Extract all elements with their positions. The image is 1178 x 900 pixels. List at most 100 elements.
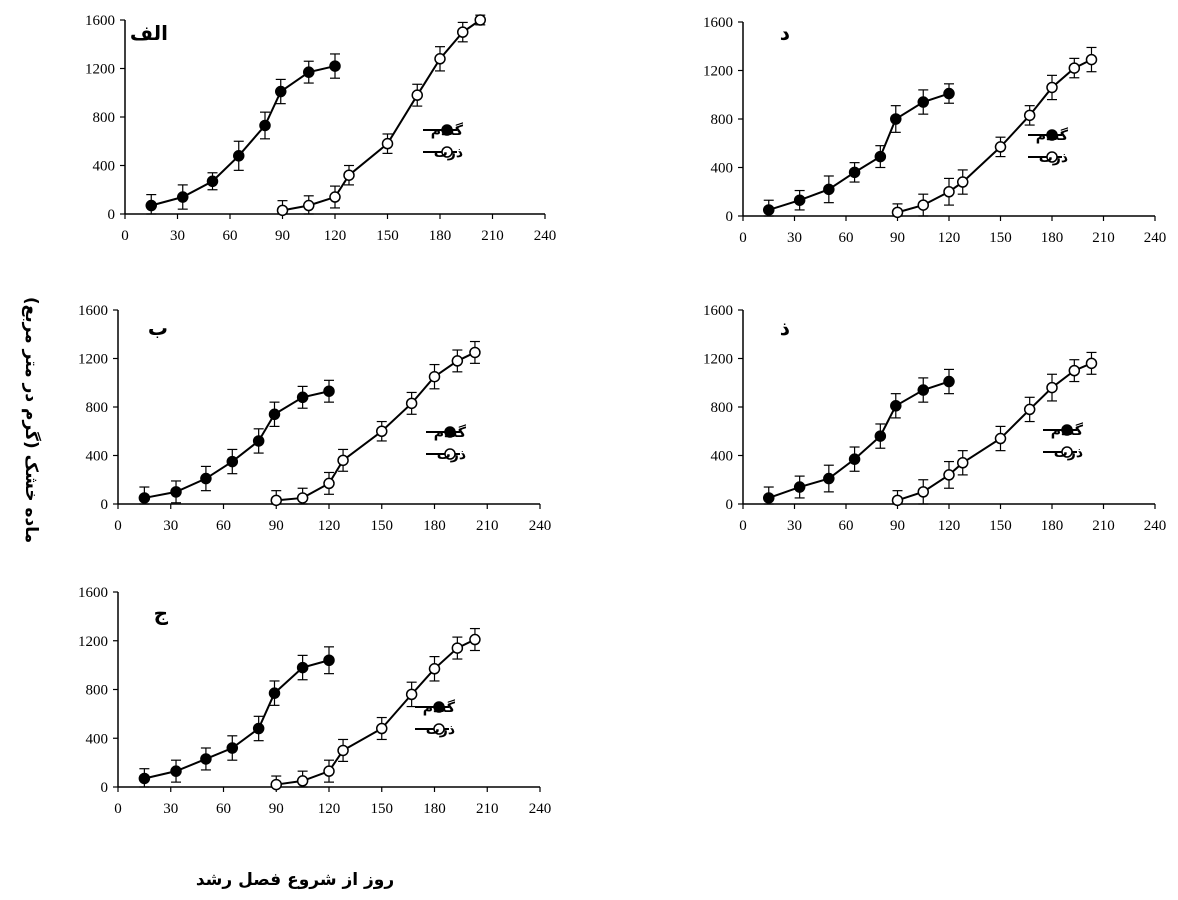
data-point bbox=[268, 687, 281, 699]
data-point bbox=[1046, 81, 1058, 94]
data-point bbox=[848, 453, 861, 465]
chart-panel-5: 0 30 60 90 120 150 180 210 240 0 400 800 1200 1600 ذ گن… bbox=[703, 303, 1166, 534]
data-point bbox=[200, 753, 212, 765]
y-tick-label: 800 bbox=[711, 112, 734, 128]
y-tick-label: 400 bbox=[86, 731, 109, 747]
y-tick-label: 0 bbox=[108, 207, 116, 223]
x-tick-label: 30 bbox=[787, 518, 802, 534]
x-tick-label: 30 bbox=[170, 228, 185, 244]
panel-label: ب bbox=[148, 316, 168, 340]
legend-marker bbox=[441, 146, 453, 158]
data-point bbox=[763, 204, 775, 216]
panel-label: ج bbox=[154, 601, 169, 625]
legend-marker bbox=[433, 701, 445, 713]
legend-label: گندم bbox=[1036, 127, 1069, 144]
data-point bbox=[323, 654, 335, 666]
x-tick-label: 210 bbox=[476, 518, 499, 534]
x-tick-label: 60 bbox=[216, 801, 231, 817]
data-point bbox=[823, 472, 835, 485]
data-point bbox=[793, 481, 806, 493]
data-point bbox=[943, 186, 955, 198]
chart-panel-2: 0 30 60 90 120 150 180 210 240 0 400 800 1200 1600 ب گن… bbox=[78, 303, 551, 534]
data-point bbox=[917, 486, 929, 498]
data-point bbox=[268, 408, 281, 421]
y-tick-label: 400 bbox=[711, 161, 734, 177]
data-point bbox=[270, 494, 282, 507]
legend-marker bbox=[1046, 129, 1058, 141]
panel-label: ذ bbox=[780, 316, 790, 340]
x-tick-label: 180 bbox=[423, 518, 446, 534]
series-corn bbox=[276, 14, 486, 217]
data-point bbox=[145, 199, 157, 212]
legend-label: ذرت bbox=[1054, 445, 1083, 461]
x-tick-label: 120 bbox=[938, 518, 961, 534]
series-line bbox=[144, 390, 330, 499]
data-point bbox=[891, 494, 904, 507]
data-point bbox=[329, 60, 341, 72]
series-wheat bbox=[138, 379, 335, 505]
x-tick-label: 210 bbox=[476, 801, 499, 817]
x-tick-label: 180 bbox=[1041, 230, 1064, 246]
data-point bbox=[337, 744, 349, 757]
x-tick-label: 60 bbox=[216, 518, 231, 534]
data-point bbox=[1085, 357, 1098, 370]
legend-label: گندم bbox=[423, 699, 456, 716]
legend-marker bbox=[441, 124, 453, 136]
x-tick-label: 120 bbox=[318, 801, 341, 817]
data-point bbox=[1023, 403, 1036, 416]
x-tick-label: 90 bbox=[275, 228, 290, 244]
data-point bbox=[303, 66, 315, 78]
legend-marker bbox=[444, 448, 456, 460]
series-line bbox=[768, 92, 950, 211]
data-point bbox=[451, 642, 464, 654]
x-tick-label: 60 bbox=[839, 230, 854, 246]
data-point bbox=[303, 199, 315, 212]
data-point bbox=[329, 191, 341, 203]
data-point bbox=[474, 14, 486, 26]
x-tick-label: 150 bbox=[989, 230, 1012, 246]
x-tick-label: 30 bbox=[163, 801, 178, 817]
series-wheat bbox=[763, 83, 955, 217]
x-tick-label: 60 bbox=[223, 228, 238, 244]
data-point bbox=[275, 85, 287, 98]
data-point bbox=[874, 150, 887, 163]
y-tick-label: 0 bbox=[101, 780, 109, 796]
data-point bbox=[943, 375, 955, 388]
y-tick-label: 800 bbox=[86, 400, 109, 416]
y-axis-title: ماده خشک (گرم در متر مربع) bbox=[21, 297, 42, 543]
data-point bbox=[434, 53, 446, 65]
y-tick-label: 1200 bbox=[85, 62, 115, 78]
data-point bbox=[1068, 62, 1081, 74]
data-point bbox=[890, 113, 902, 125]
data-point bbox=[323, 765, 335, 777]
series-wheat bbox=[138, 646, 335, 788]
data-point bbox=[233, 150, 245, 162]
data-point bbox=[428, 370, 441, 383]
data-point bbox=[337, 454, 349, 467]
data-point bbox=[296, 661, 309, 674]
data-point bbox=[1046, 381, 1058, 394]
data-point bbox=[1085, 53, 1098, 66]
x-tick-label: 90 bbox=[269, 518, 284, 534]
series-corn bbox=[270, 340, 481, 507]
x-tick-label: 240 bbox=[529, 801, 552, 817]
data-point bbox=[200, 472, 212, 485]
chart-panel-1: 0 30 60 90 120 150 180 210 240 0 400 800 1200 1600 الف… bbox=[85, 13, 556, 244]
legend-label: ذرت bbox=[426, 722, 455, 738]
y-tick-label: 1200 bbox=[78, 352, 108, 368]
y-tick-label: 1600 bbox=[703, 303, 733, 319]
series-wheat bbox=[763, 368, 955, 505]
x-tick-label: 180 bbox=[1041, 518, 1064, 534]
data-point bbox=[1023, 109, 1036, 122]
data-point bbox=[823, 183, 835, 196]
y-tick-label: 400 bbox=[86, 449, 109, 465]
x-tick-label: 90 bbox=[890, 230, 905, 246]
data-point bbox=[943, 469, 955, 481]
y-tick-label: 1200 bbox=[703, 64, 733, 80]
x-tick-label: 210 bbox=[1092, 230, 1115, 246]
legend-label: ذرت bbox=[437, 447, 466, 463]
data-point bbox=[848, 166, 861, 179]
data-point bbox=[890, 400, 902, 412]
x-tick-label: 180 bbox=[429, 228, 452, 244]
